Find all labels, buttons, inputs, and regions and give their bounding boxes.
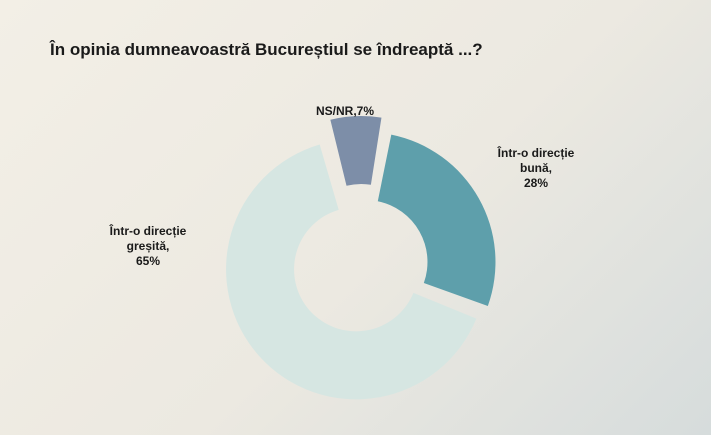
slice-label-2-line-2: bună, <box>520 161 552 175</box>
slice-label-3-line-2: greșită, <box>127 239 170 253</box>
slice-label-3-line-3: 65% <box>136 254 160 268</box>
chart-title: În opinia dumneavoastră Bucureștiul se î… <box>50 40 483 59</box>
slice-1 <box>330 116 382 186</box>
slice-3 <box>226 144 477 400</box>
slice-label-3: Într-o direcție greșită, 65% <box>109 223 187 268</box>
slice-label-1: NS/NR,7% <box>316 104 374 118</box>
slice-label-2-line-3: 28% <box>524 176 548 190</box>
slice-label-1-line-1: NS/NR,7% <box>316 104 374 118</box>
slice-label-2-line-1: Într-o direcție <box>497 145 575 160</box>
slice-label-3-line-1: Într-o direcție <box>109 223 187 238</box>
slice-2 <box>377 134 496 306</box>
slice-label-2: Într-o direcție bună, 28% <box>497 145 575 190</box>
